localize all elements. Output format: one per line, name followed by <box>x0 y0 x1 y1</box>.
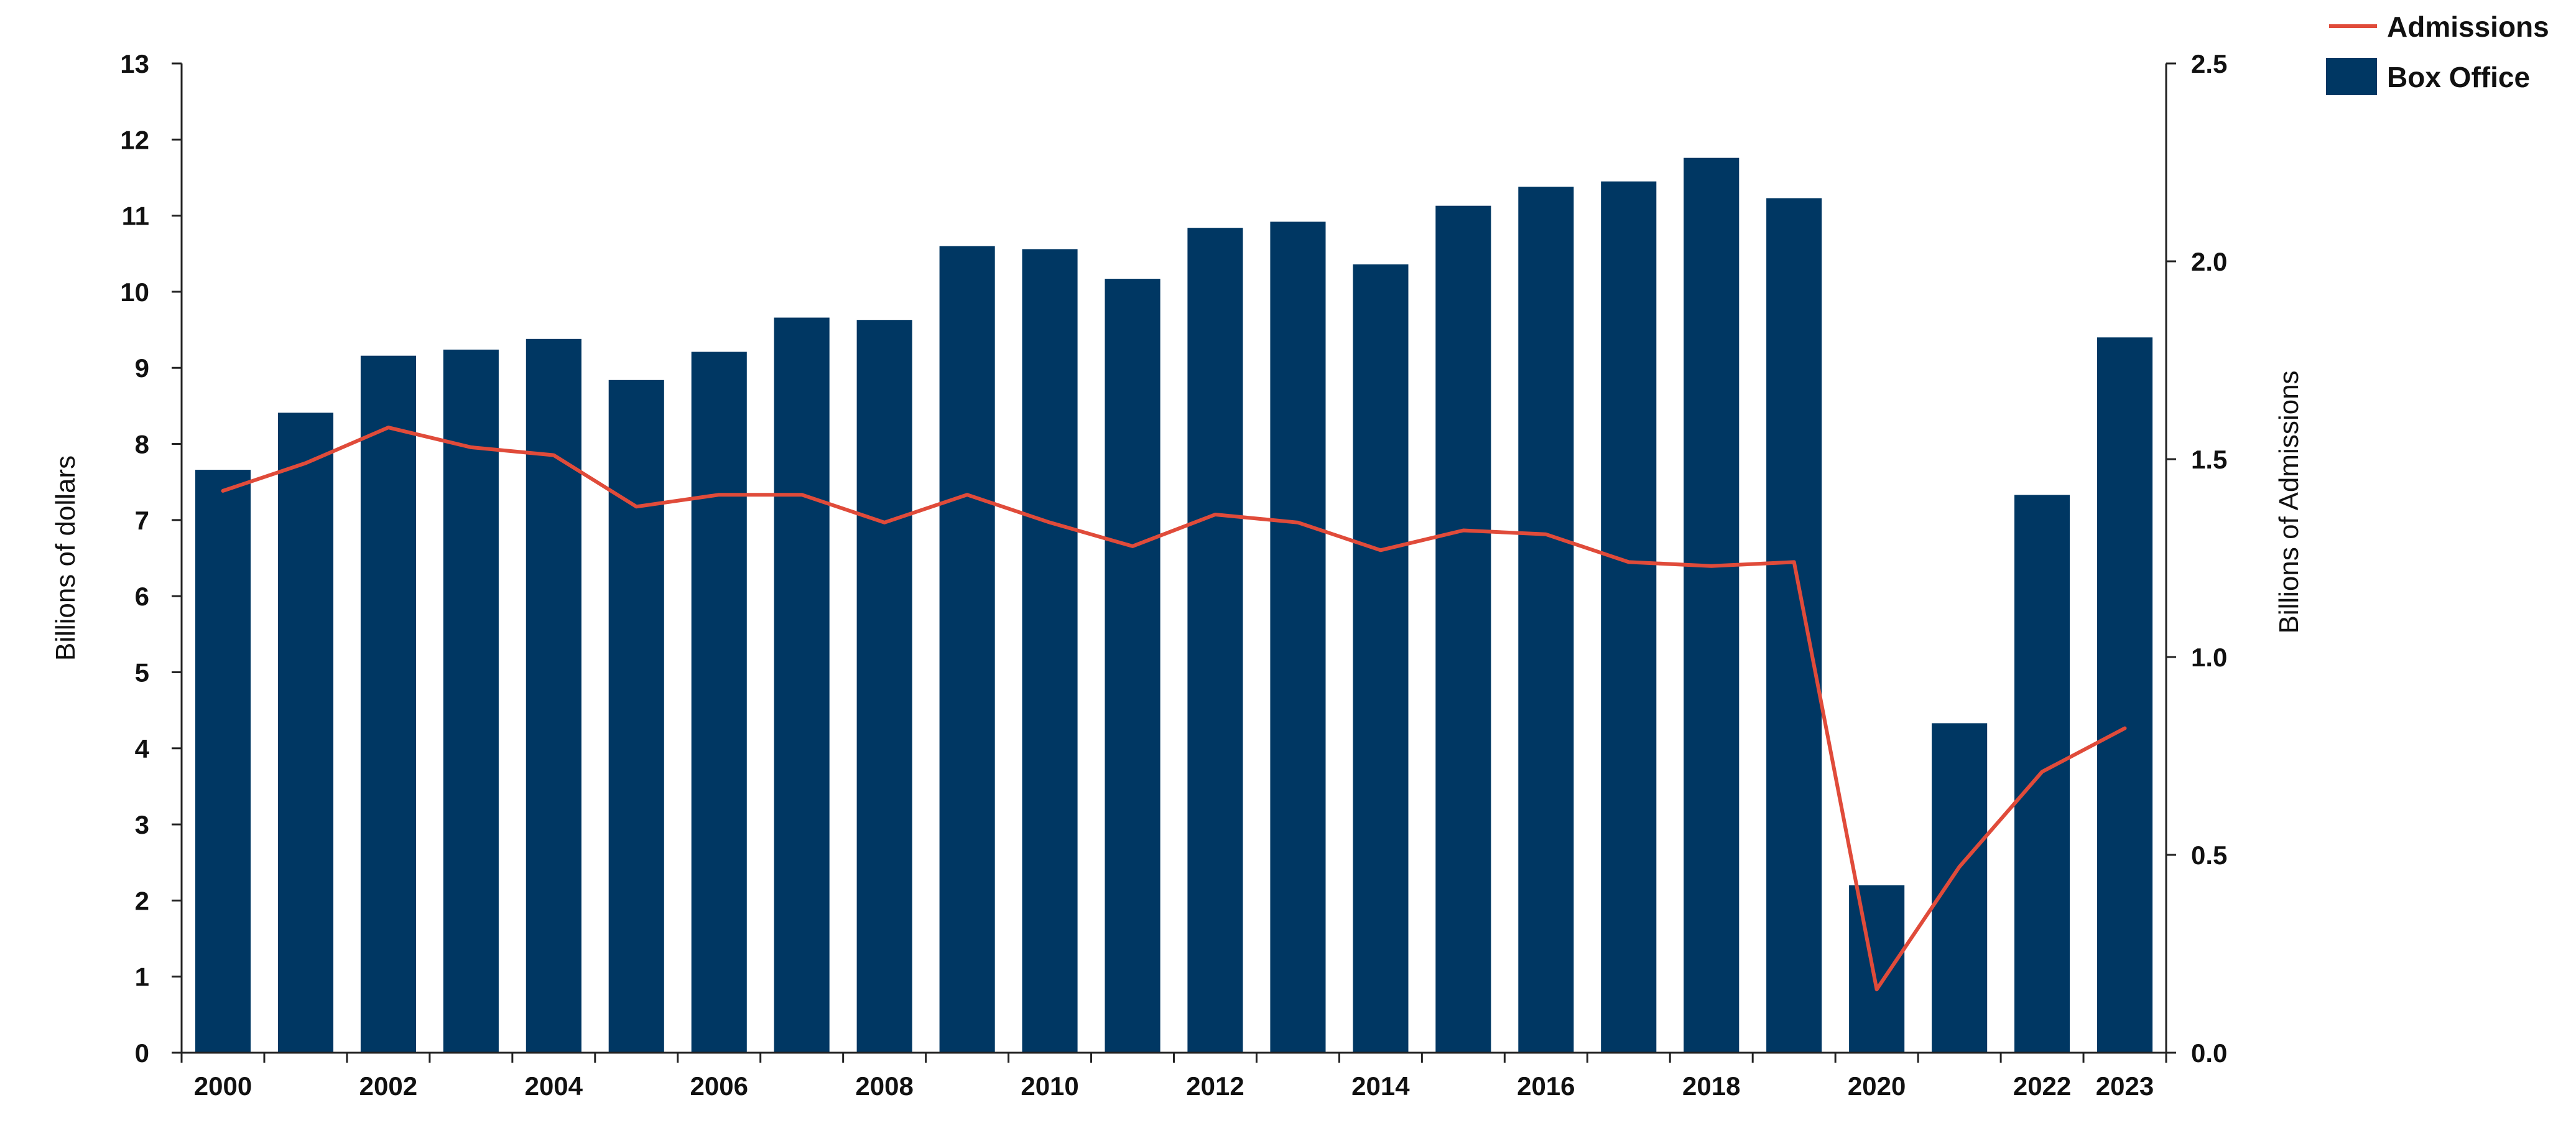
bar-2009 <box>939 246 995 1053</box>
left-axis-title: Billions of dollars <box>50 455 81 661</box>
right-tick-label: 0.0 <box>2191 1038 2227 1068</box>
left-tick-label: 1 <box>135 963 149 992</box>
bar-2011 <box>1105 279 1161 1053</box>
x-tick-label: 2023 <box>2096 1071 2154 1101</box>
left-tick-label: 3 <box>135 810 149 839</box>
bar-2020 <box>1849 885 1905 1053</box>
bar-2016 <box>1518 187 1574 1053</box>
box-office-bars <box>195 157 2153 1053</box>
right-axis-title: Billions of Admissions <box>2274 370 2304 633</box>
legend-admissions-label: Admissions <box>2387 11 2549 43</box>
bar-2019 <box>1766 198 1822 1053</box>
right-tick-label: 1.5 <box>2191 445 2227 474</box>
x-tick-label: 2006 <box>690 1071 748 1101</box>
bar-2000 <box>195 470 251 1053</box>
x-tick-label: 2020 <box>1848 1071 1906 1101</box>
bar-2017 <box>1601 181 1657 1053</box>
bar-2005 <box>608 380 664 1053</box>
bar-2021 <box>1932 723 1988 1053</box>
bar-2002 <box>360 355 416 1053</box>
bar-2006 <box>691 352 747 1053</box>
bar-2015 <box>1435 205 1491 1053</box>
legend-box-office-swatch <box>2326 58 2377 95</box>
x-axis-ticks: 2000 2002 2004 2006 2008 2010 2012 2014 2016 2018… <box>180 1053 2167 1101</box>
left-tick-label: 11 <box>122 202 149 231</box>
admissions-line-layer <box>221 426 2127 992</box>
bar-2004 <box>526 338 581 1053</box>
x-tick-label: 2014 <box>1351 1071 1410 1101</box>
right-tick-label: 1.0 <box>2191 643 2227 672</box>
bar-2007 <box>774 317 830 1053</box>
left-tick-label: 12 <box>120 125 149 154</box>
left-tick-label: 7 <box>135 506 149 535</box>
left-tick-label: 5 <box>135 658 149 687</box>
x-tick-label: 2000 <box>194 1071 252 1101</box>
x-tick-label: 2012 <box>1186 1071 1244 1101</box>
x-tick-label: 2022 <box>2013 1071 2071 1101</box>
x-tick-label: 2002 <box>359 1071 417 1101</box>
bar-2003 <box>443 349 499 1053</box>
left-tick-label: 0 <box>135 1038 149 1068</box>
left-tick-label: 6 <box>135 582 149 611</box>
x-tick-label: 2010 <box>1021 1071 1078 1101</box>
right-y-ticks: 0.0 0.5 1.0 1.5 2.0 2.5 <box>2166 49 2227 1068</box>
admissions-line <box>221 426 2127 992</box>
bar-2014 <box>1353 264 1409 1053</box>
bar-2008 <box>856 320 912 1053</box>
bar-2018 <box>1684 157 1740 1053</box>
left-tick-label: 10 <box>120 277 149 307</box>
left-tick-label: 4 <box>135 734 150 763</box>
right-tick-label: 2.0 <box>2191 247 2227 276</box>
bar-2012 <box>1187 228 1243 1053</box>
legend: Admissions Box Office <box>2326 11 2549 95</box>
bar-2001 <box>277 413 333 1053</box>
left-tick-label: 8 <box>135 430 149 459</box>
left-tick-label: 9 <box>135 353 149 383</box>
x-tick-label: 2004 <box>525 1071 583 1101</box>
x-tick-label: 2018 <box>1682 1071 1740 1101</box>
bar-2023 <box>2097 337 2153 1053</box>
right-tick-label: 0.5 <box>2191 841 2227 870</box>
legend-box-office-label: Box Office <box>2387 61 2530 93</box>
x-tick-label: 2016 <box>1517 1071 1575 1101</box>
left-tick-label: 2 <box>135 886 149 915</box>
right-tick-label: 2.5 <box>2191 49 2227 78</box>
bar-2010 <box>1022 249 1078 1053</box>
x-tick-label: 2008 <box>855 1071 913 1101</box>
left-tick-label: 13 <box>120 49 149 78</box>
bar-2013 <box>1270 221 1326 1053</box>
